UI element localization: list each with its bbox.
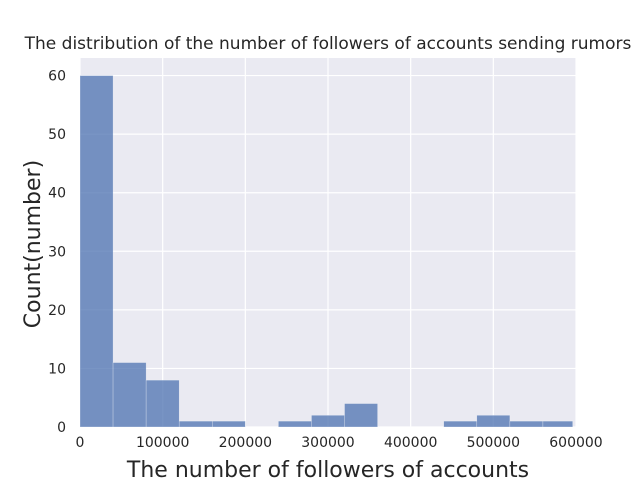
x-tick-label: 500000: [467, 435, 520, 451]
x-tick-label: 0: [76, 435, 85, 451]
x-tick-label: 200000: [219, 435, 272, 451]
y-axis-label: Count(number): [21, 160, 46, 328]
x-axis-ticks: 0 100000 200000 300000 400000 500000 600000: [76, 435, 603, 451]
y-tick-label: 10: [48, 361, 66, 377]
histogram-bar: [112, 362, 147, 428]
histogram-bar: [278, 420, 312, 428]
y-axis-ticks: 0 10 20 30 40 50 60: [48, 69, 66, 436]
histogram-bar: [542, 420, 573, 428]
histogram-bar: [311, 415, 345, 428]
y-tick-label: 40: [48, 186, 66, 202]
chart-title: The distribution of the number of follow…: [24, 34, 632, 54]
x-tick-label: 300000: [301, 435, 354, 451]
x-tick-label: 400000: [384, 435, 437, 451]
y-tick-label: 30: [48, 244, 66, 260]
y-tick-label: 60: [48, 69, 66, 85]
x-tick-label: 600000: [549, 435, 602, 451]
histogram-bar: [344, 403, 378, 428]
bars: [79, 75, 573, 428]
y-tick-label: 50: [48, 127, 66, 143]
x-axis-label: The number of followers of accounts: [126, 458, 529, 480]
histogram-bar: [476, 415, 511, 428]
y-tick-label: 0: [57, 420, 66, 436]
x-tick-label: 100000: [136, 435, 189, 451]
y-tick-label: 20: [48, 303, 66, 319]
histogram-bar: [212, 420, 246, 428]
histogram-bar: [509, 420, 544, 428]
histogram-bar: [443, 420, 478, 428]
histogram-bar: [178, 420, 213, 428]
histogram-bar: [79, 75, 114, 428]
histogram-bar: [145, 379, 180, 428]
